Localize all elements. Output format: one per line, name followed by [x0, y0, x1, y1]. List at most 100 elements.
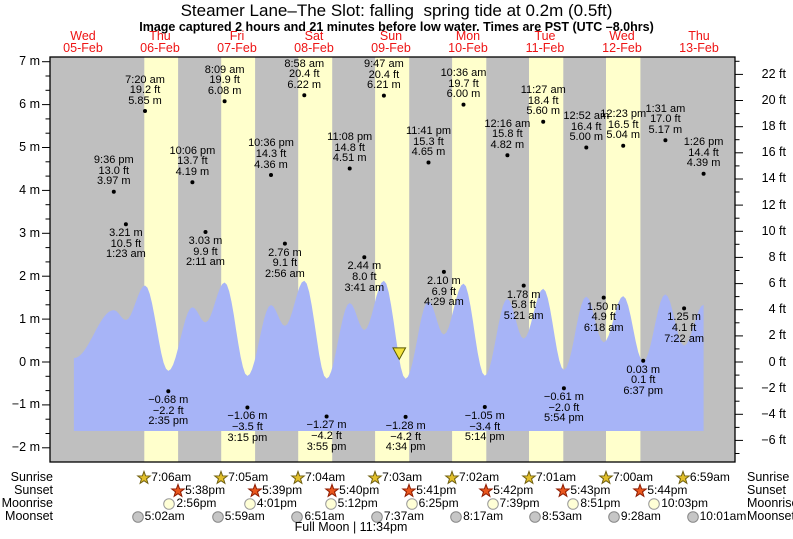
day-label: Thu 06-Feb — [140, 29, 180, 55]
moonset-circle-icon — [606, 509, 622, 525]
day-label: Wed 05-Feb — [63, 29, 103, 55]
tide-extreme-dot — [505, 153, 510, 158]
moonset-time: 8:53am — [541, 509, 583, 523]
sunrise-star-icon — [213, 469, 229, 486]
sunrise-time: 7:04am — [305, 470, 346, 484]
tide-extreme-dot — [362, 255, 367, 260]
y-axis-label-right: 14 ft — [761, 171, 786, 186]
tide-event-label: 7:20 am 19.2 ft 5.85 m — [125, 73, 165, 107]
moonrise-row-label-left: Moonrise — [1, 496, 53, 510]
sunset-star-icon — [170, 482, 186, 499]
y-axis-label-left: 5 m — [19, 140, 40, 154]
y-axis-label-left: 0 m — [19, 354, 40, 369]
tide-extreme-dot — [441, 269, 446, 274]
y-axis-label-right: 18 ft — [761, 119, 786, 134]
y-axis-label-right: 2 ft — [768, 328, 786, 343]
moonset-circle-icon — [210, 509, 226, 525]
moonset-circle-icon — [369, 509, 385, 525]
tide-event-label: 11:08 pm 14.8 ft 4.51 m — [327, 131, 373, 165]
tide-event-label: 1.50 m 4.9 ft 6:18 am — [583, 300, 624, 334]
tide-event-label: 1.78 m 5.8 ft 5:21 am — [503, 288, 544, 322]
sunrise-row-label-left: Sunrise — [10, 470, 53, 484]
tide-event-label: 11:41 pm 15.3 ft 4.65 m — [405, 125, 451, 159]
tide-event-label: 9:36 pm 13.0 ft 3.97 m — [93, 154, 134, 188]
y-axis-label-left: 3 m — [19, 225, 40, 240]
tide-event-label: 12:52 am 16.4 ft 5.00 m — [563, 110, 610, 144]
tide-extreme-dot — [521, 283, 526, 288]
sunset-row-label-right: Sunset — [747, 483, 786, 497]
tide-event-label: 1:31 am 17.0 ft 5.17 m — [645, 102, 686, 136]
tide-extreme-dot — [682, 306, 687, 311]
sunset-star-icon — [632, 482, 649, 499]
tide-extreme-dot — [245, 405, 250, 410]
chart-subtitle: Image captured 2 hours and 21 minutes be… — [139, 20, 654, 34]
moonset-circle-icon — [289, 509, 305, 525]
moonset-time: 5:59am — [224, 509, 265, 523]
moonset-time: 10:01am — [699, 509, 747, 523]
moonset-row-label-left: Moonset — [5, 509, 53, 523]
tide-event-label: 10:06 pm 13.7 ft 4.19 m — [169, 144, 216, 178]
y-axis-label-right: 6 ft — [768, 276, 786, 291]
sunrise-star-icon — [290, 469, 306, 486]
sunset-star-icon — [401, 482, 417, 499]
y-axis-label-left: −1 m — [11, 397, 40, 412]
tide-extreme-dot — [541, 119, 546, 124]
tide-event-label: 8:58 am 20.4 ft 6.22 m — [284, 57, 325, 91]
tide-event-label: 8:09 am 19.9 ft 6.08 m — [204, 63, 245, 97]
y-axis-label-left: 4 m — [19, 182, 40, 197]
day-label: Mon 10-Feb — [448, 29, 488, 55]
moonset-circle-icon — [527, 509, 543, 525]
tide-event-label: 10:36 am 19.7 ft 6.00 m — [440, 67, 487, 101]
moonrise-circle-icon — [161, 496, 177, 512]
sunrise-star-icon — [675, 469, 691, 486]
day-label: Thu 13-Feb — [679, 29, 719, 55]
sunrise-star-icon — [598, 469, 614, 486]
day-label: Sun 09-Feb — [371, 29, 411, 55]
sunset-star-icon — [478, 482, 494, 499]
moonset-circle-icon — [448, 509, 464, 525]
tide-event-label: −1.27 m −4.2 ft 3:55 pm — [306, 419, 347, 453]
y-axis-label-right: 8 ft — [768, 249, 786, 264]
plot-border — [49, 56, 736, 463]
tide-event-label: 10:36 pm 14.3 ft 4.36 m — [248, 137, 294, 171]
y-axis-label-right: 16 ft — [761, 145, 786, 160]
moonrise-time: 7:39pm — [499, 496, 540, 510]
day-label: Fri 07-Feb — [217, 29, 257, 55]
tide-extreme-dot — [641, 358, 646, 363]
y-axis-label-right: 12 ft — [761, 197, 786, 212]
sunrise-time: 7:02am — [459, 470, 500, 484]
y-axis-label-right: 0 ft — [768, 354, 786, 369]
moonrise-time: 6:25pm — [418, 496, 459, 510]
sunrise-star-icon — [521, 469, 537, 486]
moonrise-time: 10:03pm — [661, 496, 708, 510]
moonrise-time: 4:01pm — [256, 496, 297, 510]
capture-time-marker-icon — [392, 347, 407, 361]
sunset-time: 5:41pm — [416, 483, 457, 497]
tide-curve — [73, 280, 704, 431]
sunset-time: 5:38pm — [185, 483, 226, 497]
tide-extreme-dot — [269, 173, 273, 177]
y-axis-label-right: −4 ft — [761, 406, 786, 421]
tide-extreme-dot — [190, 180, 195, 185]
y-axis-label-right: 10 ft — [761, 223, 786, 238]
tide-extreme-dot — [482, 405, 487, 409]
moonset-circle-icon — [130, 509, 146, 525]
tide-event-label: −1.05 m −3.4 ft 5:14 pm — [464, 410, 505, 444]
y-axis-label-left: 6 m — [19, 97, 40, 112]
tide-extreme-dot — [324, 414, 329, 419]
moonset-time: 8:17am — [463, 509, 504, 523]
moonrise-time: 5:12pm — [337, 496, 378, 510]
day-label: Wed 12-Feb — [602, 29, 642, 55]
sunrise-time: 7:05am — [228, 470, 269, 484]
moonset-time: 5:02am — [144, 509, 185, 523]
tide-event-label: 12:16 am 15.8 ft 4.82 m — [484, 117, 531, 151]
tide-extreme-dot — [123, 222, 128, 227]
tide-event-label: −1.06 m −3.5 ft 3:15 pm — [227, 410, 268, 444]
moonrise-circle-icon — [485, 496, 501, 512]
sunset-time: 5:43pm — [570, 483, 611, 497]
sunrise-star-icon — [367, 469, 383, 486]
tide-extreme-dot — [282, 241, 287, 246]
sunrise-star-icon — [444, 469, 460, 486]
moonset-row-label-right: Moonset — [747, 509, 793, 523]
